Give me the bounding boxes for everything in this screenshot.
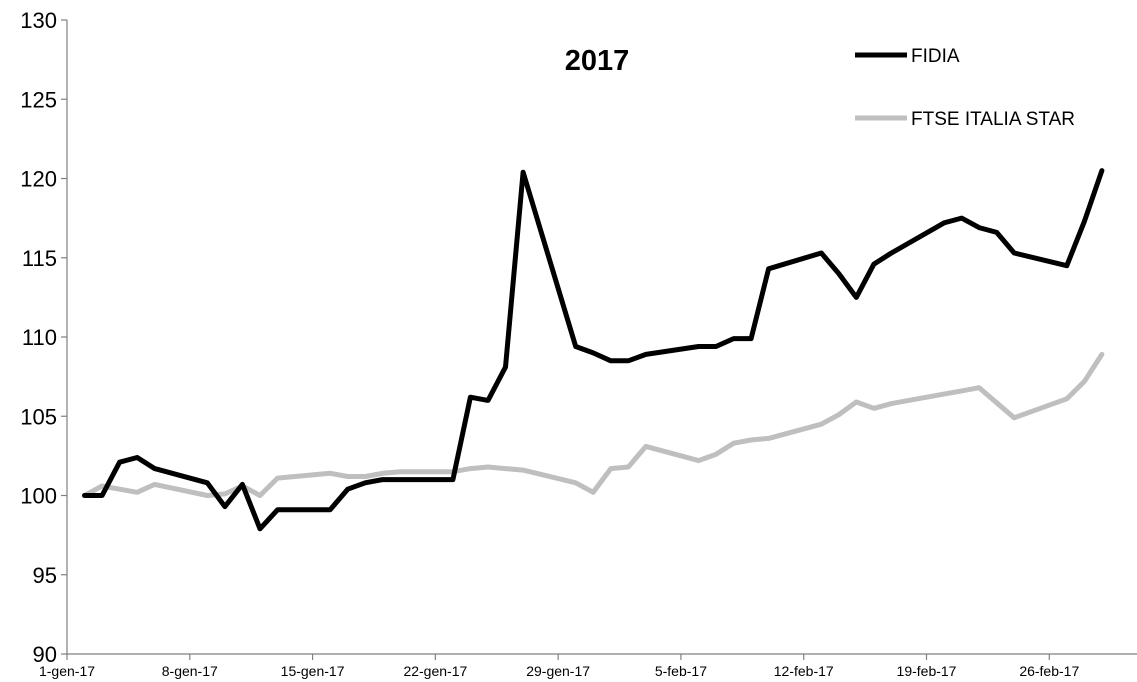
y-ticks: 90 95 100 105 110 115 120 125 130 xyxy=(20,8,67,667)
y-tick-label: 130 xyxy=(20,8,57,33)
x-tick-label: 12-feb-17 xyxy=(774,663,834,679)
y-tick-label: 120 xyxy=(20,167,57,192)
x-tick-label: 19-feb-17 xyxy=(897,663,957,679)
y-tick-label: 110 xyxy=(22,325,57,350)
series-line-fidia xyxy=(82,168,1105,532)
x-tick-label: 29-gen-17 xyxy=(526,663,590,679)
y-tick-label: 125 xyxy=(20,87,57,112)
y-tick-label: 115 xyxy=(22,246,57,271)
legend-label-ftse-italia-star: FTSE ITALIA STAR xyxy=(911,109,1075,130)
y-tick-label: 90 xyxy=(33,642,57,667)
chart-title: 2017 xyxy=(565,45,630,77)
y-tick-label: 100 xyxy=(20,484,57,509)
y-tick-label: 105 xyxy=(20,404,57,429)
x-tick-label: 15-gen-17 xyxy=(281,663,345,679)
y-tick-label: 95 xyxy=(33,563,57,588)
x-tick-label: 1-gen-17 xyxy=(39,663,95,679)
x-ticks: 1-gen-17 8-gen-17 15-gen-17 22-gen-17 29-gen… xyxy=(39,654,1079,679)
x-tick-label: 22-gen-17 xyxy=(403,663,467,679)
legend-label-fidia: FIDIA xyxy=(911,46,960,67)
plot-lines xyxy=(82,168,1105,532)
x-tick-label: 8-gen-17 xyxy=(162,663,218,679)
x-tick-label: 26-feb-17 xyxy=(1019,663,1079,679)
legend: FIDIA FTSE ITALIA STAR xyxy=(855,46,1075,130)
x-tick-label: 5-feb-17 xyxy=(655,663,707,679)
